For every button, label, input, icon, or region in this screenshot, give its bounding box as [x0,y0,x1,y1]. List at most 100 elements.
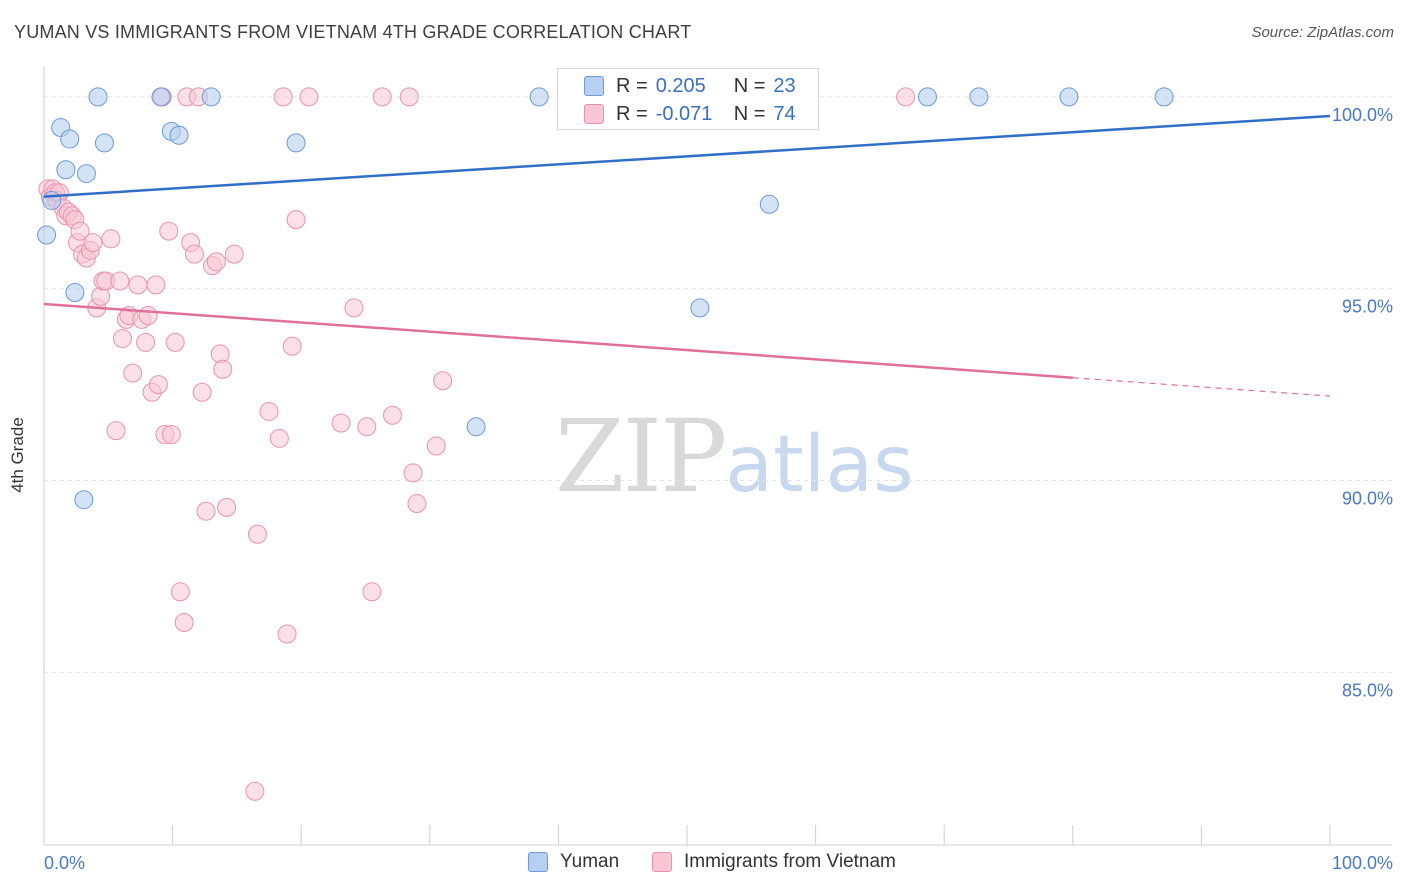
data-point-vietnam [192,382,212,402]
data-point-yuman [74,490,94,510]
trendline-vietnam-extension [1072,377,1331,397]
watermark-atlas: atlas [725,420,914,510]
data-point-vietnam [112,329,132,349]
data-point-vietnam [148,375,168,395]
data-point-yuman [94,133,114,153]
data-point-vietnam [165,332,185,352]
yuman-n-value: 23 [773,74,796,97]
trendline-vietnam [43,302,1073,379]
data-point-yuman [60,129,80,149]
data-point-vietnam [277,624,297,644]
source-label: Source: ZipAtlas.com [1251,24,1394,41]
stats-legend: R = 0.205 N = 23 R = -0.071 N = 74 [557,68,819,130]
data-point-vietnam [213,359,233,379]
yuman-swatch [584,76,604,96]
data-point-vietnam [282,336,302,356]
data-point-yuman [690,298,710,318]
r-label: R = [616,74,648,97]
data-point-yuman [1154,87,1174,107]
data-point-vietnam [344,298,364,318]
data-point-yuman [65,283,85,303]
trendline-yuman [43,114,1331,198]
watermark: ZIPatlas [555,398,914,515]
data-point-vietnam [110,271,130,291]
data-point-vietnam [106,421,126,441]
data-point-vietnam [146,275,166,295]
data-point-vietnam [128,275,148,295]
data-point-vietnam [224,244,244,264]
data-point-vietnam [206,252,226,272]
data-point-vietnam [159,221,179,241]
data-point-yuman [169,125,189,145]
y-tick-label: 100.0% [1332,105,1393,125]
data-point-yuman [917,87,937,107]
data-point-yuman [42,190,62,210]
data-point-vietnam [138,306,158,326]
legend-label-vietnam: Immigrants from Vietnam [684,851,896,872]
data-point-vietnam [357,417,377,437]
data-point-vietnam [331,413,351,433]
stats-legend-row-yuman: R = 0.205 N = 23 [584,73,796,99]
data-point-yuman [466,417,486,437]
data-point-vietnam [362,582,382,602]
n-label: N = [733,74,766,97]
points-immigrants-from-vietnam [38,87,916,801]
stats-legend-row-vietnam: R = -0.071 N = 74 [584,101,796,127]
data-point-yuman [286,133,306,153]
data-point-vietnam [896,87,916,107]
data-point-vietnam [245,781,265,801]
data-point-vietnam [161,424,181,444]
data-point-vietnam [426,436,446,456]
r-label: R = [616,102,648,125]
data-point-yuman [76,164,96,184]
vietnam-swatch [584,104,604,124]
data-point-vietnam [399,87,419,107]
data-point-vietnam [433,371,453,391]
data-point-vietnam [273,87,293,107]
data-point-vietnam [269,428,289,448]
data-point-vietnam [136,332,156,352]
data-point-vietnam [217,497,237,517]
data-point-vietnam [123,363,143,383]
y-tick-label: 90.0% [1342,489,1393,509]
legend-label-yuman: Yuman [560,851,620,872]
trend-layer [43,114,1331,397]
series-legend: Yuman Immigrants from Vietnam [0,851,1406,877]
x-tick-label-end: 100.0% [1332,853,1393,873]
data-point-vietnam [83,233,103,253]
tick-label-layer: 85.0% 90.0% 95.0% 100.0% 0.0% 100.0% [44,105,1393,873]
data-point-vietnam [196,501,216,521]
vietnam-legend-swatch [652,852,672,872]
data-point-yuman [1059,87,1079,107]
data-point-vietnam [170,582,190,602]
data-point-vietnam [259,401,279,421]
data-point-yuman [151,87,171,107]
data-point-vietnam [184,244,204,264]
data-point-yuman [201,87,221,107]
data-point-vietnam [174,612,194,632]
data-point-vietnam [372,87,392,107]
legend-item-vietnam[interactable]: Immigrants from Vietnam [652,851,896,873]
vietnam-n-value: 74 [773,102,796,125]
data-point-vietnam [101,229,121,249]
data-point-yuman [37,225,57,245]
points-yuman [37,87,1174,510]
data-point-yuman [759,194,779,214]
y-tick-label: 95.0% [1342,297,1393,317]
y-tick-label: 85.0% [1342,680,1393,700]
legend-item-yuman[interactable]: Yuman [528,851,619,873]
yuman-legend-swatch [528,852,548,872]
watermark-zip: ZIP [555,398,727,515]
data-point-vietnam [407,494,427,514]
data-point-vietnam [247,524,267,544]
vietnam-r-value: -0.071 [655,102,713,125]
yuman-r-value: 0.205 [655,74,706,97]
data-point-yuman [969,87,989,107]
data-point-vietnam [403,463,423,483]
data-point-vietnam [383,405,403,425]
data-point-yuman [529,87,549,107]
data-point-vietnam [70,221,90,241]
data-point-yuman [88,87,108,107]
x-tick-label-start: 0.0% [44,853,85,873]
